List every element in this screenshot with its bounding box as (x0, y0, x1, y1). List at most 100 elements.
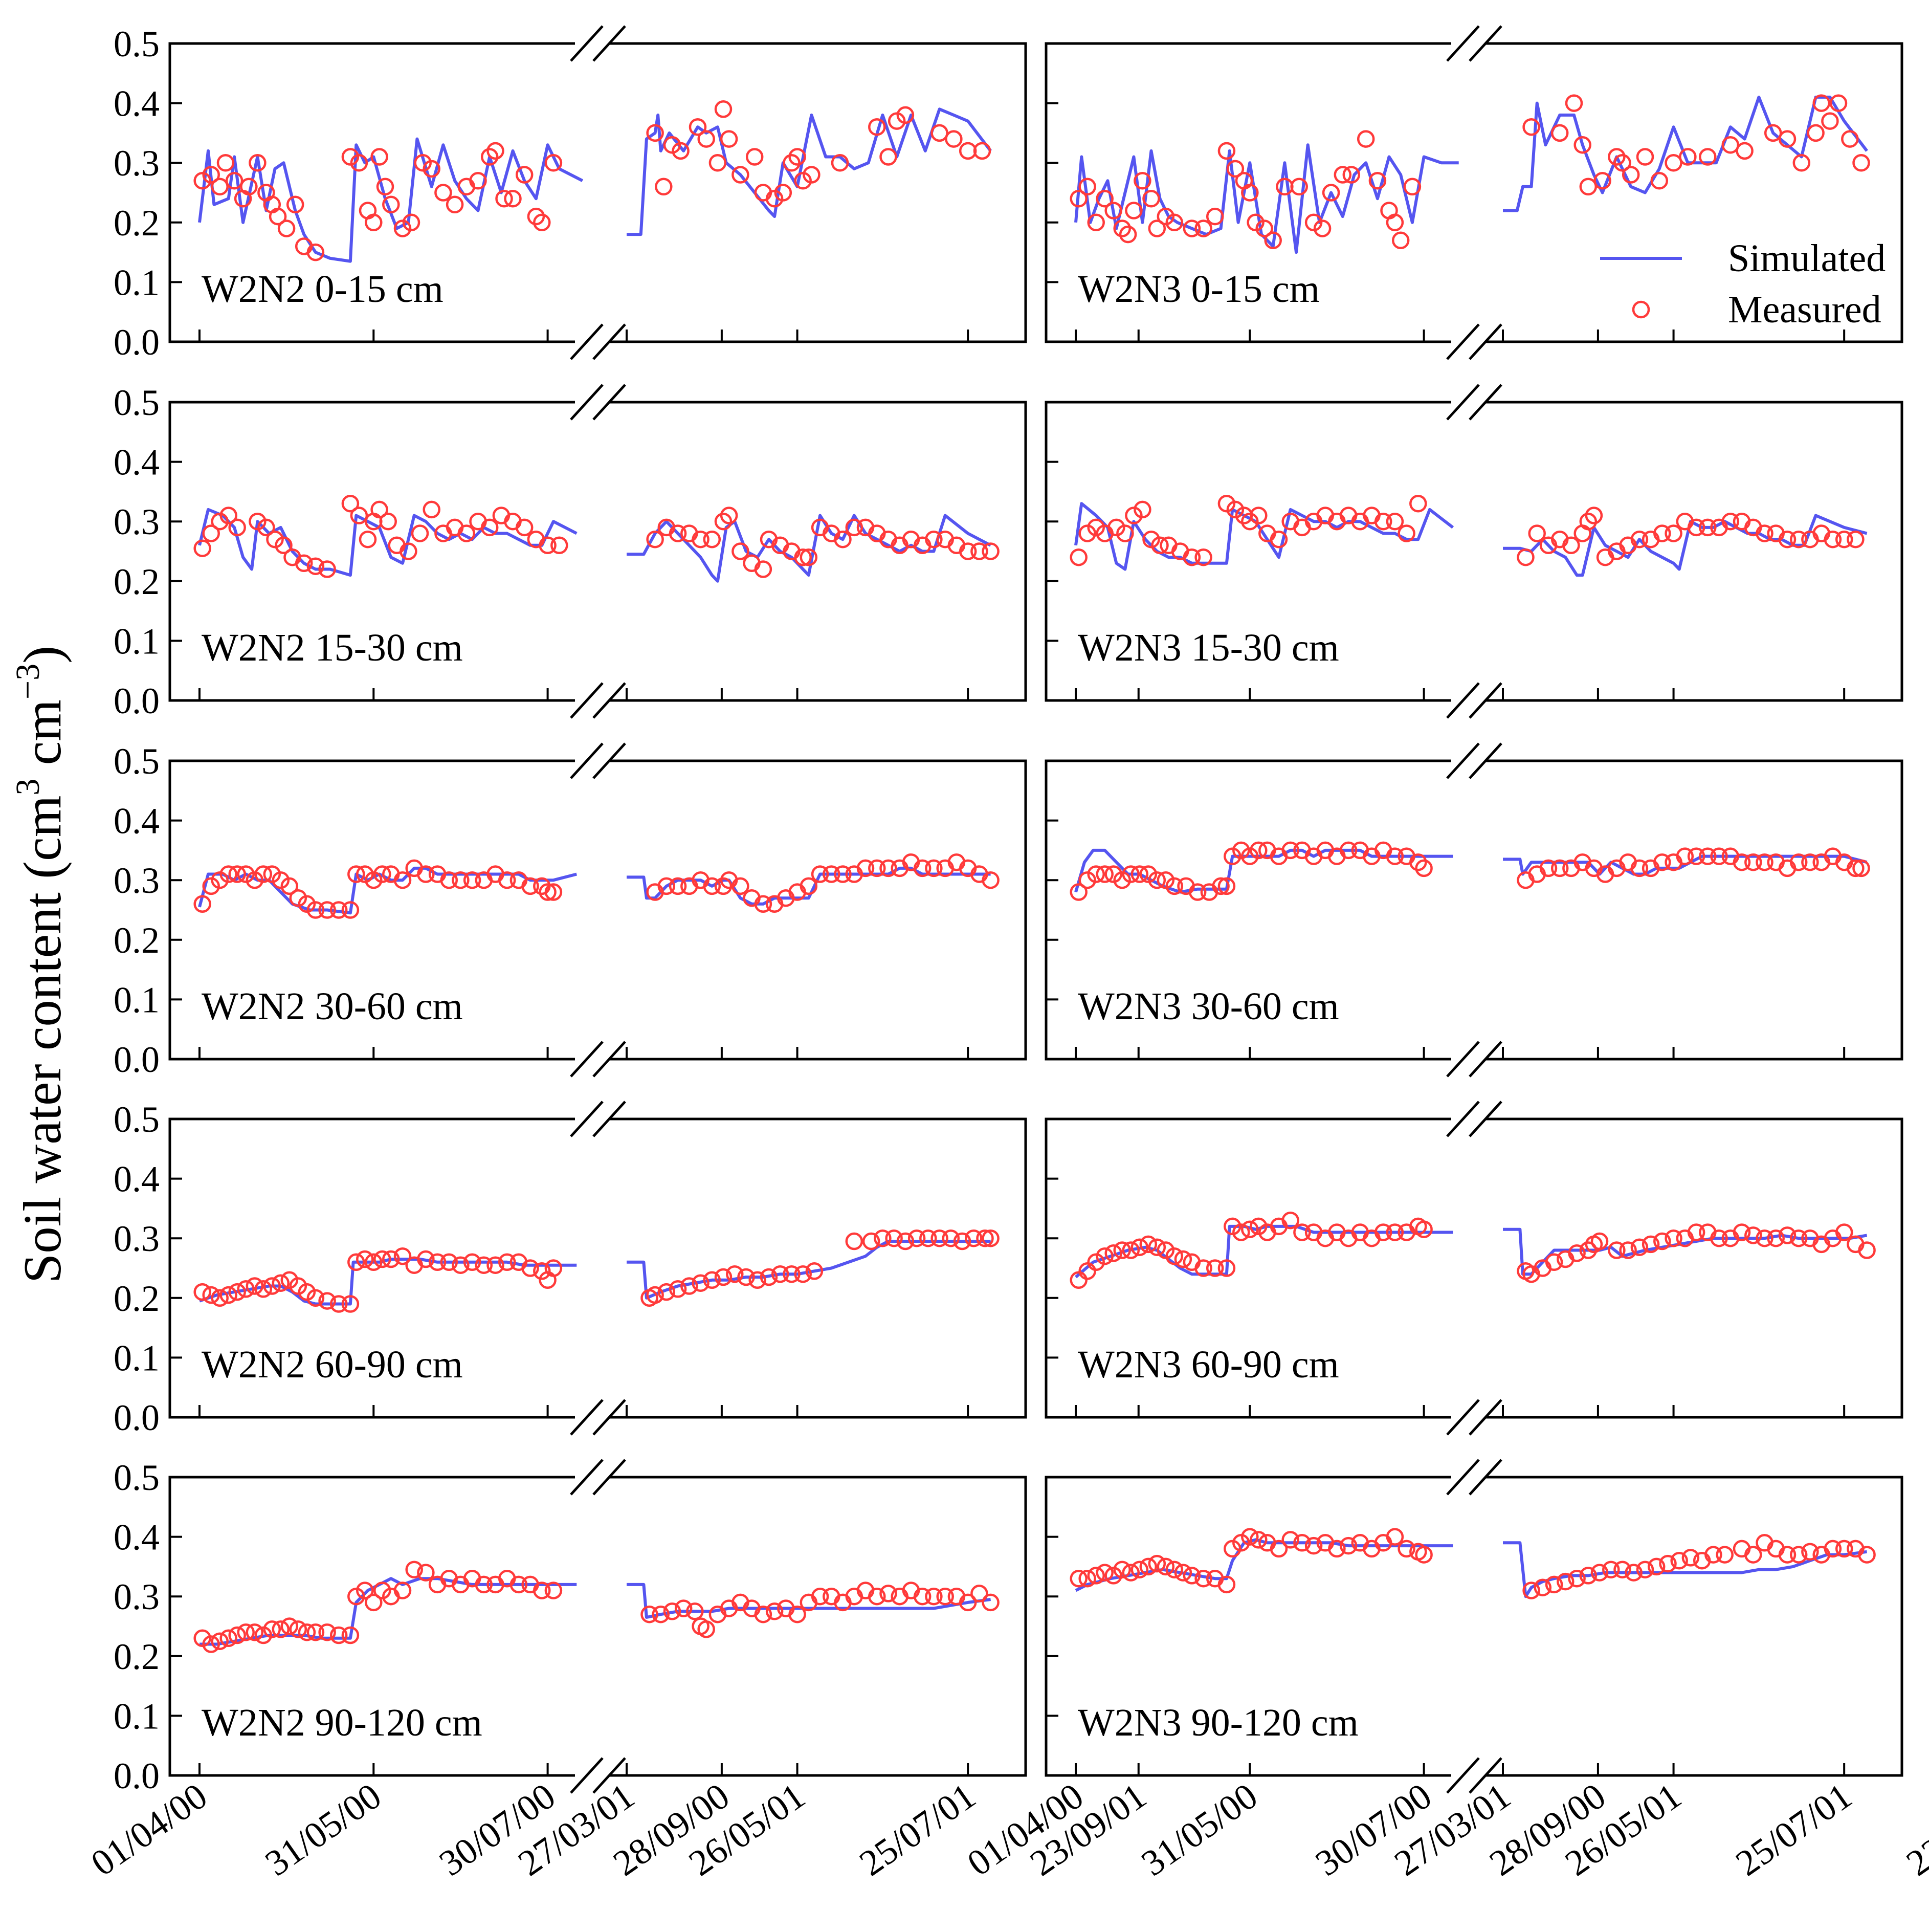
y-tick-label: 0.3 (114, 501, 160, 542)
measured-point (811, 1587, 829, 1606)
ylabel-layer: Soil water content (cm3 cm−3) (9, 646, 72, 1283)
axis-break-slash (1446, 742, 1480, 779)
y-tick-label: 0.4 (114, 801, 160, 842)
measured-point (714, 877, 733, 895)
measured-point (652, 1605, 670, 1623)
measured-point (1078, 1569, 1096, 1588)
measured-point (1374, 1223, 1392, 1241)
measured-point (1625, 1564, 1643, 1582)
axis-break-slash (592, 323, 626, 360)
measured-point (356, 1250, 374, 1268)
measured-point (1224, 847, 1241, 865)
axis-break-slash (1469, 384, 1502, 421)
measured-point (411, 524, 429, 542)
measured-point (272, 1274, 290, 1292)
measured-point (306, 1289, 325, 1307)
measured-point (1226, 500, 1245, 519)
measured-point (1157, 871, 1175, 889)
measured-point (359, 530, 377, 548)
measured-point (1744, 1546, 1762, 1564)
measured-point (1194, 1259, 1212, 1277)
measured-point (1539, 859, 1558, 877)
measured-point (417, 1564, 435, 1582)
measured-point (193, 895, 211, 913)
measured-point (1756, 1229, 1773, 1247)
measured-point (539, 536, 557, 555)
legend-simulated-label: Simulated (1728, 237, 1886, 280)
measured-point (1665, 153, 1682, 172)
measured-point (341, 148, 360, 166)
axis-break-slash (570, 1459, 604, 1496)
measured-point (1415, 1546, 1433, 1564)
measured-point (350, 507, 368, 524)
measured-point (783, 1265, 801, 1283)
measured-point (669, 524, 687, 542)
measured-point (646, 530, 664, 548)
measured-point (521, 1259, 539, 1277)
measured-point (845, 518, 863, 537)
measured-point (1113, 1561, 1131, 1578)
measured-point (463, 1253, 481, 1271)
measured-point (1579, 1241, 1598, 1259)
axis-break-slash (1446, 323, 1480, 360)
measured-point (237, 1280, 255, 1298)
measured-point (1122, 1241, 1140, 1259)
y-axis-label-sup2: −3 (9, 664, 47, 699)
measured-point (788, 1605, 806, 1623)
measured-point (823, 865, 840, 883)
axis-break-slash (1469, 323, 1502, 360)
measured-point (393, 1247, 412, 1265)
measured-point (1087, 213, 1105, 232)
measured-point (1812, 94, 1830, 112)
measured-point (219, 865, 237, 883)
measured-point (228, 1283, 246, 1301)
legend-measured-label: Measured (1728, 288, 1881, 331)
axis-break-gap (575, 697, 609, 704)
measured-point (544, 883, 563, 901)
measured-point (811, 865, 829, 883)
measured-point (1386, 213, 1404, 232)
axis-break-slash (1446, 1101, 1480, 1137)
axis-break-gap (575, 40, 609, 47)
simulated-line (198, 137, 584, 263)
y-tick-label: 0.2 (114, 203, 160, 244)
y-tick-label: 0.2 (114, 920, 160, 961)
measured-point (1528, 524, 1546, 542)
measured-point (1789, 1229, 1808, 1247)
measured-point (269, 207, 287, 226)
y-axis-label-sup1: 3 (9, 779, 47, 796)
measured-point (1139, 1235, 1158, 1254)
y-tick-label: 0.0 (114, 322, 160, 363)
y-tick-label: 0.3 (114, 860, 160, 901)
measured-point (1778, 1546, 1797, 1564)
measured-point (266, 530, 284, 548)
measured-point (754, 1605, 772, 1623)
measured-point (925, 530, 943, 548)
axis-break-gap (575, 1116, 609, 1122)
measured-point (1522, 118, 1540, 136)
axis-break-gap (575, 1772, 609, 1779)
measured-point (1194, 548, 1212, 566)
measured-point (219, 507, 237, 524)
panel-label: W2N3 90-120 cm (1078, 1701, 1359, 1744)
measured-point (237, 1623, 255, 1641)
measured-point (1642, 1235, 1660, 1254)
measured-point (498, 871, 516, 889)
measured-point (774, 184, 792, 202)
measured-point (942, 1229, 960, 1247)
measured-point (1264, 231, 1282, 250)
measured-point (286, 195, 304, 214)
measured-point (1078, 524, 1096, 542)
measured-point (1517, 548, 1535, 566)
measured-point (1568, 1244, 1586, 1262)
measured-point (544, 153, 563, 172)
measured-point (356, 1582, 374, 1599)
measured-point (973, 142, 991, 160)
measured-point (272, 1620, 290, 1638)
measured-point (1687, 518, 1705, 537)
measured-point (475, 1575, 493, 1594)
measured-point (669, 877, 687, 895)
measured-point (1821, 112, 1839, 130)
measured-point (280, 1271, 299, 1289)
axis-break-slash (570, 742, 604, 779)
